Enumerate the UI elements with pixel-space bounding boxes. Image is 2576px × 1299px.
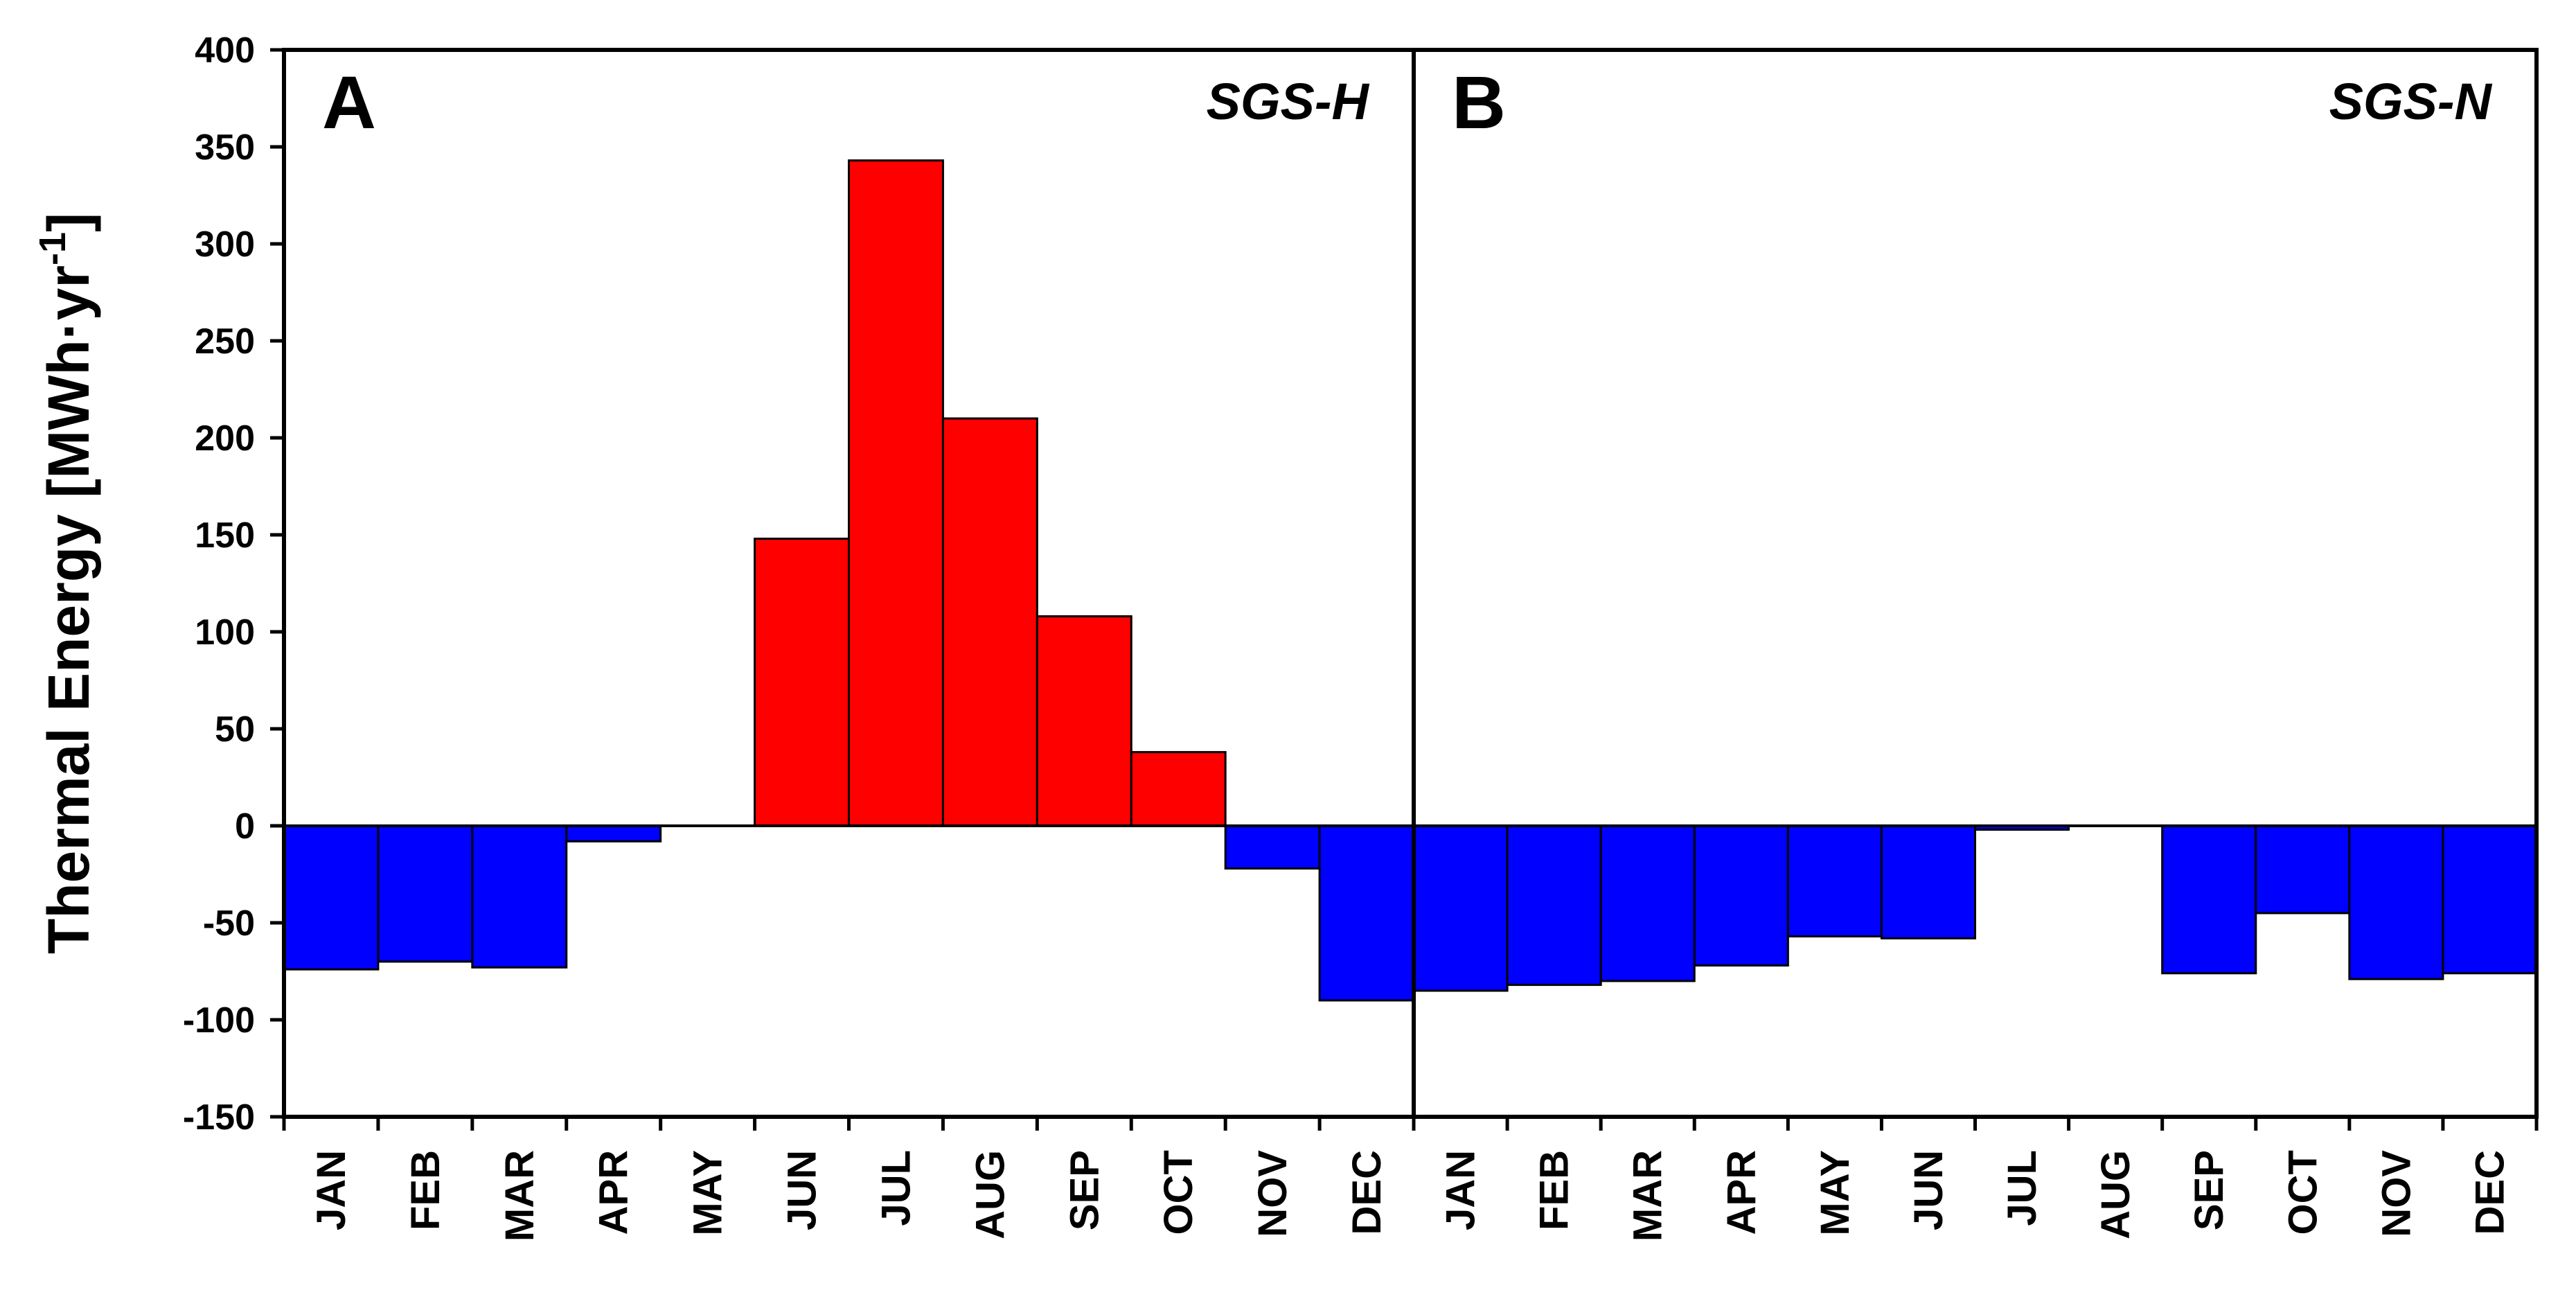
- x-tick-label: FEB: [403, 1150, 448, 1230]
- bar-sgs-n-apr: [1693, 824, 1789, 967]
- y-tick-label: 300: [195, 224, 255, 265]
- y-tick-label: 0: [235, 806, 255, 847]
- bar-sgs-h-apr: [565, 824, 662, 842]
- x-tick-label: FEB: [1532, 1150, 1577, 1230]
- x-tick-label: JUN: [1906, 1150, 1951, 1230]
- y-tick-label: 200: [195, 418, 255, 459]
- bar-sgs-n-may: [1786, 824, 1883, 938]
- y-tick-label: 100: [195, 612, 255, 653]
- x-tick-label: JAN: [1439, 1150, 1484, 1230]
- bar-sgs-n-sep: [2161, 824, 2257, 975]
- y-tick-label: 50: [215, 709, 255, 750]
- x-tick-label: OCT: [2280, 1150, 2325, 1235]
- y-tick-label: -50: [203, 903, 255, 944]
- x-tick-label: SEP: [1062, 1150, 1107, 1230]
- panel-name: SGS-N: [2329, 73, 2493, 130]
- bar-sgs-n-dec: [2442, 824, 2538, 975]
- bar-sgs-n-jan: [1412, 824, 1509, 992]
- y-axis-title-text: Thermal Energy [MWh·yr: [36, 265, 101, 954]
- y-axis-title: Thermal Energy [MWh·yr-1]: [32, 213, 101, 954]
- x-tick-label: JUL: [873, 1150, 918, 1226]
- x-tick-label: APR: [592, 1150, 637, 1235]
- bar-sgs-h-oct: [1130, 751, 1227, 827]
- x-tick-label: MAY: [686, 1150, 731, 1236]
- panel-name: SGS-H: [1207, 73, 1370, 130]
- bar-sgs-n-mar: [1599, 824, 1696, 982]
- bar-sgs-n-oct: [2255, 824, 2351, 914]
- bar-sgs-h-aug: [941, 417, 1038, 827]
- y-tick-label: 150: [195, 515, 255, 556]
- x-tick-label: MAY: [1813, 1150, 1858, 1236]
- bar-sgs-h-jun: [754, 538, 851, 827]
- bar-sgs-n-feb: [1506, 824, 1602, 987]
- bar-sgs-h-nov: [1224, 824, 1321, 870]
- x-tick-label: APR: [1719, 1150, 1764, 1235]
- bar-sgs-h-sep: [1036, 615, 1132, 827]
- x-tick-label: JUL: [2000, 1150, 2045, 1226]
- x-tick-label: AUG: [2093, 1150, 2138, 1239]
- bar-sgs-h-mar: [471, 824, 568, 969]
- x-tick-label: SEP: [2187, 1150, 2232, 1230]
- x-tick-label: OCT: [1156, 1150, 1201, 1235]
- bar-sgs-h-jul: [848, 159, 944, 827]
- x-tick-label: NOV: [1250, 1150, 1295, 1237]
- x-tick-label: DEC: [1344, 1150, 1389, 1235]
- x-tick-label: JAN: [309, 1150, 354, 1230]
- y-tick-label: 350: [195, 127, 255, 168]
- bar-sgs-n-nov: [2348, 824, 2444, 980]
- x-tick-label: JUN: [780, 1150, 825, 1230]
- plot-frame: [282, 48, 2539, 1119]
- y-axis-title-superscript: -1: [32, 232, 73, 265]
- x-tick-label: MAR: [1626, 1150, 1671, 1241]
- bar-sgs-n-jun: [1880, 824, 1977, 939]
- y-axis-title-close: ]: [36, 213, 101, 232]
- x-tick-label: NOV: [2374, 1150, 2419, 1237]
- y-tick-label: -150: [183, 1097, 255, 1138]
- panel-letter: A: [322, 60, 376, 144]
- y-tick-label: 400: [195, 30, 255, 71]
- y-tick-label: -100: [183, 1000, 255, 1041]
- panel-letter: B: [1452, 60, 1506, 144]
- y-tick-label: 250: [195, 321, 255, 362]
- x-tick-label: DEC: [2467, 1150, 2512, 1235]
- bar-sgs-h-dec: [1318, 824, 1415, 1002]
- bar-sgs-h-jan: [283, 824, 380, 971]
- x-tick-label: AUG: [968, 1150, 1013, 1239]
- x-tick-label: MAR: [497, 1150, 542, 1241]
- bar-sgs-h-feb: [377, 824, 474, 963]
